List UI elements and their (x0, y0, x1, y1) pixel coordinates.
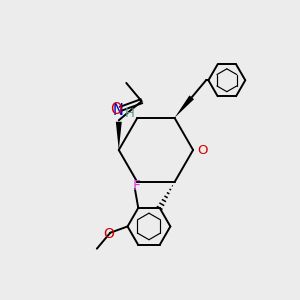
Polygon shape (116, 122, 122, 150)
Text: O: O (103, 227, 114, 241)
Text: O: O (197, 143, 208, 157)
Text: N: N (112, 103, 123, 118)
Text: methoxy: methoxy (87, 249, 94, 250)
Polygon shape (175, 95, 194, 118)
Text: H: H (125, 107, 135, 120)
Text: F: F (132, 179, 140, 193)
Text: O: O (110, 102, 122, 117)
